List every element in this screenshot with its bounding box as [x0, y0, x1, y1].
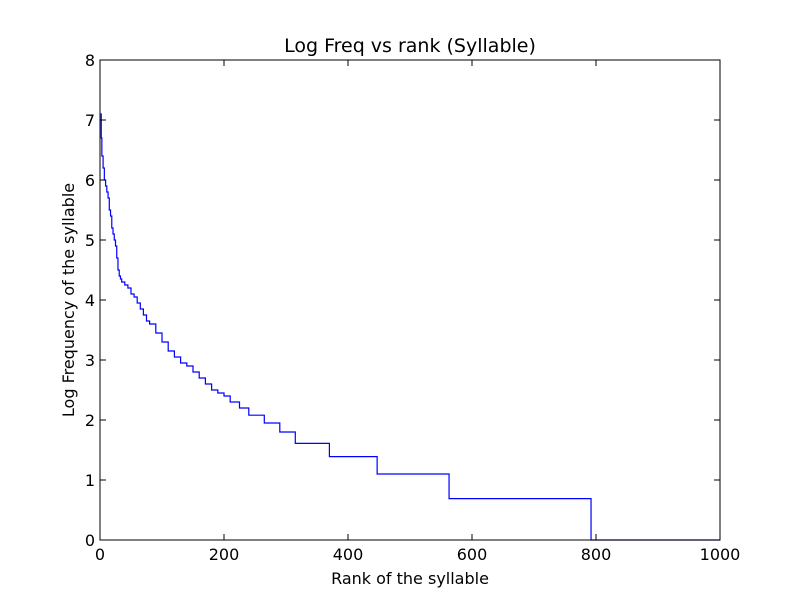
series-line-0 — [100, 113, 720, 541]
x-ticks: 0 200 400 600 800 1000 — [95, 60, 740, 564]
y-tick-label: 4 — [85, 291, 95, 310]
x-tick-label: 200 — [209, 545, 240, 564]
x-tick-label: 400 — [333, 545, 364, 564]
chart-title: Log Freq vs rank (Syllable) — [284, 35, 536, 57]
y-tick-label: 8 — [85, 51, 95, 70]
x-tick-label: 1000 — [700, 545, 741, 564]
y-tick-label: 3 — [85, 351, 95, 370]
x-tick-label: 0 — [95, 545, 105, 564]
x-tick-label: 600 — [457, 545, 488, 564]
y-ticks: 0 1 2 3 4 5 6 7 8 — [85, 51, 720, 550]
y-axis-label: Log Frequency of the syllable — [59, 183, 78, 417]
y-tick-label: 7 — [85, 111, 95, 130]
y-tick-label: 5 — [85, 231, 95, 250]
y-tick-label: 1 — [85, 471, 95, 490]
y-tick-label: 0 — [85, 531, 95, 550]
x-axis-label: Rank of the syllable — [331, 569, 489, 588]
plot-content — [100, 113, 720, 541]
x-tick-label: 800 — [581, 545, 612, 564]
y-tick-label: 2 — [85, 411, 95, 430]
y-tick-label: 6 — [85, 171, 95, 190]
